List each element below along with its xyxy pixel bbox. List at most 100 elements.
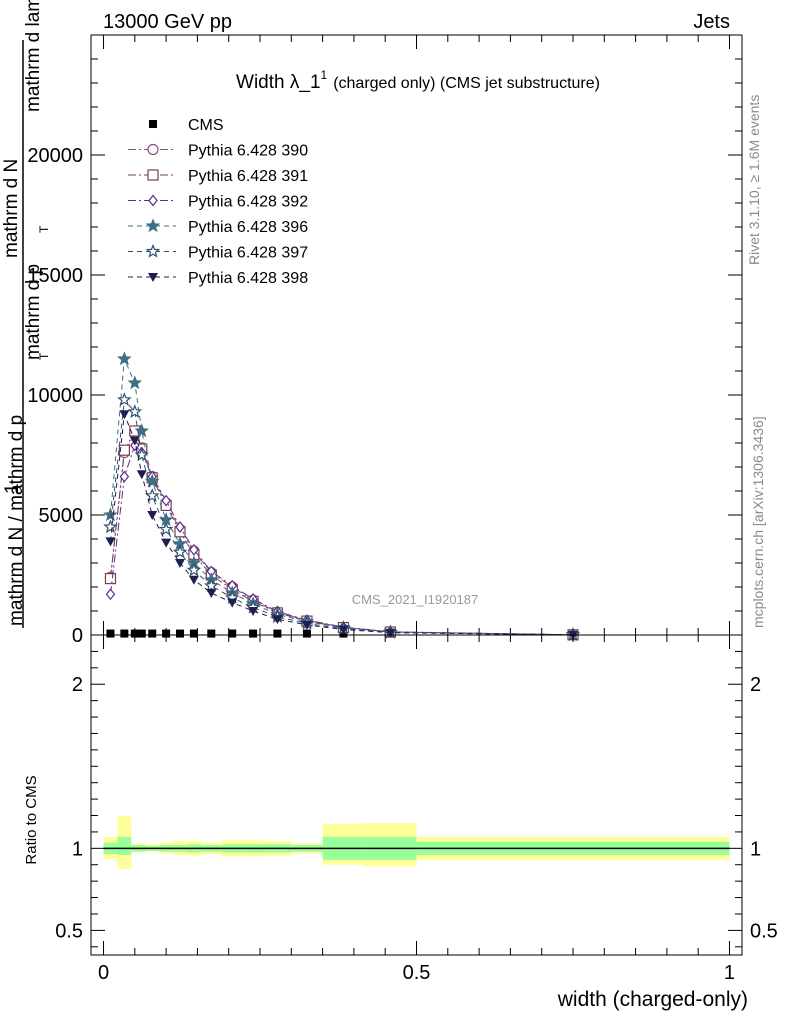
data-point [186,562,202,577]
legend-label: Pythia 6.428 396 [188,219,308,236]
series-line [110,414,574,636]
series-392 [105,439,578,641]
ratio-ticks [91,635,742,955]
data-point [137,629,146,638]
legend-marker [145,243,161,258]
data-point [136,470,147,480]
analysis-watermark: CMS_2021_I1920187 [352,592,479,607]
main-ylabel: mathrm d N / mathrm d p mathrm d p mathr… [1,0,51,628]
rivet-label: Rivet 3.1.10, ≥ 1.6M events [746,95,762,265]
data-point [385,628,396,638]
data-point [172,544,188,559]
data-point [134,423,150,438]
data-point [176,629,185,638]
ylabel-subscript-t1: T [37,225,51,233]
data-point [134,447,150,462]
data-point [189,543,199,556]
data-point [227,598,238,608]
ylabel-dlambda: mathrm d lambda [23,0,44,112]
series-line [110,429,574,636]
data-point [117,392,132,406]
data-point [120,629,129,638]
data-point [175,521,185,533]
x-axis-label: width (charged-only) [557,988,748,1011]
data-point [338,625,349,635]
ratio-y-tick-label-right: 2 [750,674,761,696]
data-point [188,575,199,585]
ratio-ytick-labels: 0.5 0.5 1 1 2 2 [55,674,778,942]
legend-label: Pythia 6.428 398 [188,270,308,287]
data-point [117,351,132,366]
plot-title: Width λ_11 (charged only) (CMS jet substr… [236,68,600,93]
legend-marker [147,169,159,181]
data-point [106,629,115,638]
data-point [129,436,140,446]
data-point [161,494,171,507]
data-point [105,537,116,547]
legend-marker [147,143,159,156]
ratio-bands [103,816,730,869]
series-396 [103,351,581,641]
main-series [103,351,581,641]
ylabel-dpT-lambda: mathrm d p [23,264,44,360]
y-tick-label: 0 [72,625,83,647]
data-point [207,629,216,638]
legend-label: Pythia 6.428 390 [188,143,308,160]
data-point [103,507,118,522]
ratio-y-tick-label-left: 2 [72,674,83,696]
data-point [175,559,186,568]
data-point [148,629,157,638]
inner-band-bin [117,836,132,855]
data-point [130,629,139,638]
ratio-frame [90,634,743,956]
series-398 [105,410,578,640]
ratio-y-tick-label-right: 1 [750,838,761,860]
y-tick-label: 10000 [27,385,83,407]
data-point [162,629,171,638]
data-point [105,588,116,601]
ylabel-one: 1 [2,483,23,494]
legend: CMS Pythia 6.428 390 Pythia 6.428 391 Pythi… [128,117,308,287]
title-superscript: 1 [321,68,328,82]
data-point [273,629,282,638]
data-point [301,620,312,630]
main-ytick-labels: 0 5000 10000 15000 20000 [27,145,83,647]
legend-label: Pythia 6.428 397 [188,245,308,262]
ylabel-numerator-prefix: mathrm d N / mathrm d p [6,415,27,626]
data-point [119,470,130,483]
data-point [144,473,160,488]
legend-marker [145,218,161,233]
series-391 [104,425,579,641]
title-rest: (charged only) (CMS jet substructure) [333,75,600,92]
ratio-y-tick-label-left: 0.5 [55,920,83,942]
data-point [104,572,117,585]
legend-marker [148,273,158,282]
title-main: Width λ_1 [236,72,320,93]
data-point [119,410,130,420]
data-point [158,521,174,536]
data-point [144,488,160,502]
data-point [103,519,118,534]
y-tick-label: 5000 [39,505,84,527]
ratio-panel: 0.5 0.5 1 1 2 2 0 0.5 1 [55,634,778,984]
data-point [189,629,198,638]
legend-label: Pythia 6.428 391 [188,168,308,185]
data-point [249,629,258,638]
y-tick-label: 15000 [27,265,83,287]
data-point [248,607,259,616]
series-397 [103,392,581,641]
ratio-y-tick-label-left: 1 [72,838,83,860]
data-point [206,589,217,598]
data-point [228,629,237,638]
data-point [272,615,283,625]
xtick-labels: 0 0.5 1 [98,962,735,984]
header-right: Jets [693,11,730,33]
data-point [127,375,143,390]
y-tick-label: 20000 [27,145,83,167]
x-tick-label: 1 [724,962,735,984]
ratio-y-tick-label-right: 0.5 [750,920,778,942]
legend-marker [149,120,157,128]
data-point [147,511,158,520]
x-tick-label: 0.5 [403,962,431,984]
